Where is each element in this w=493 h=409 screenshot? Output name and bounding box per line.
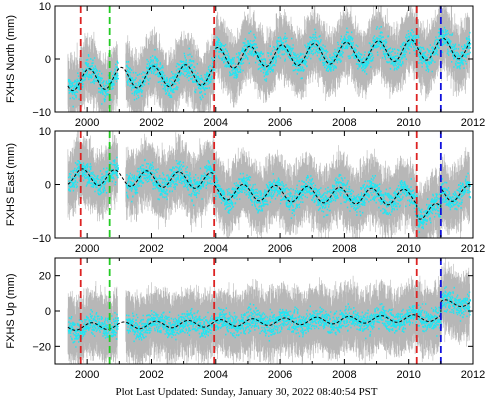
data-points	[67, 156, 472, 233]
y-tick-label: 10	[39, 1, 51, 13]
x-tick-label: 2010	[396, 243, 420, 255]
y-tick-label: −20	[32, 341, 51, 353]
x-tick-label: 2012	[461, 369, 485, 381]
x-tick-label: 2002	[139, 369, 163, 381]
x-tick-label: 2010	[396, 369, 420, 381]
panel-1: 2000 2002 2004 2006 2008 2010 2012 −10 0 10 FXHS E…	[5, 126, 485, 255]
plot-area-1	[67, 131, 472, 238]
y-tick-label: 0	[45, 306, 51, 318]
y-axis-label: FXHS Up (mm)	[5, 273, 17, 348]
footer-last-updated: Plot Last Updated: Sunday, January 30, 2…	[115, 386, 378, 398]
y-axis-label: FXHS North (mm)	[5, 15, 17, 103]
x-tick-label: 2004	[204, 369, 228, 381]
x-tick-label: 2006	[268, 369, 292, 381]
y-axis-label: FXHS East (mm)	[5, 143, 17, 226]
plot-area-0	[67, 6, 472, 112]
panel-2: 2000 2002 2004 2006 2008 2010 2012 −20 0 20 FXHS U…	[5, 257, 485, 381]
panel-0: 2000 2002 2004 2006 2008 2010 2012 −10 0 10 FXHS N…	[5, 1, 485, 129]
x-tick-label: 2006	[268, 243, 292, 255]
x-tick-label: 2010	[396, 117, 420, 129]
plot-area-2	[67, 258, 472, 364]
y-tick-label: 20	[39, 271, 51, 283]
x-tick-label: 2000	[75, 243, 99, 255]
x-tick-label: 2008	[332, 117, 356, 129]
x-tick-label: 2012	[461, 117, 485, 129]
y-tick-label: 0	[45, 54, 51, 66]
x-tick-label: 2008	[332, 243, 356, 255]
y-tick-label: −10	[32, 107, 51, 119]
data-points	[67, 286, 472, 348]
y-tick-label: 10	[39, 126, 51, 138]
model-curve	[67, 168, 470, 220]
x-tick-label: 2000	[75, 369, 99, 381]
x-tick-label: 2004	[204, 243, 228, 255]
x-tick-label: 2002	[139, 117, 163, 129]
x-tick-label: 2008	[332, 369, 356, 381]
model-curve	[67, 37, 471, 92]
error-bars	[67, 258, 470, 364]
x-tick-label: 2004	[204, 117, 228, 129]
x-tick-label: 2006	[268, 117, 292, 129]
y-tick-label: 0	[45, 180, 51, 192]
y-tick-label: −10	[32, 233, 51, 245]
x-tick-label: 2002	[139, 243, 163, 255]
x-tick-label: 2012	[461, 243, 485, 255]
x-tick-label: 2000	[75, 117, 99, 129]
